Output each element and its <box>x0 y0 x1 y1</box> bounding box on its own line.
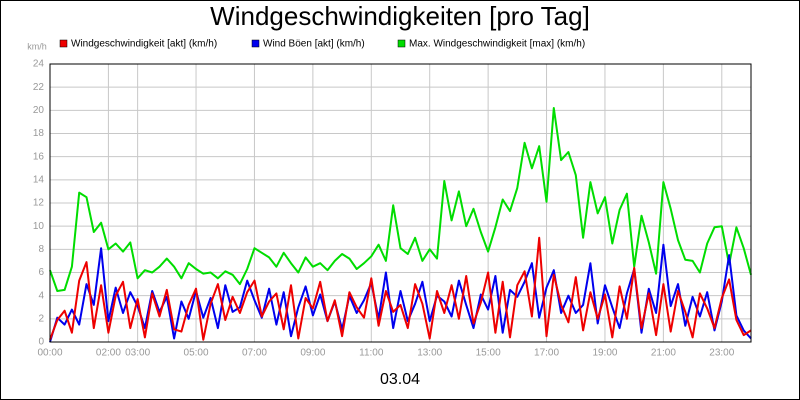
y-tick-label: 24 <box>33 59 45 70</box>
y-tick-label: 0 <box>38 337 44 348</box>
y-axis-label: km/h <box>27 41 47 51</box>
y-tick-label: 4 <box>38 290 44 301</box>
y-tick-label: 22 <box>33 82 45 93</box>
y-tick-label: 20 <box>33 105 45 116</box>
series-line <box>49 236 752 341</box>
x-tick-label: 17:00 <box>534 348 559 359</box>
x-tick-label: 23:00 <box>709 348 734 359</box>
legend-label: Wind Böen [akt] (km/h) <box>263 39 365 50</box>
x-tick-label: 02:00 <box>96 348 121 359</box>
legend-label: Windgeschwindigkeit [akt] (km/h) <box>71 39 217 50</box>
x-tick-label: 00:00 <box>37 348 62 359</box>
x-tick-label: 11:00 <box>359 348 384 359</box>
legend-swatch <box>251 39 260 48</box>
x-tick-label: 19:00 <box>592 348 617 359</box>
y-tick-label: 14 <box>33 174 45 185</box>
legend-label: Max. Windgeschwindigkeit [max] (km/h) <box>409 39 585 50</box>
x-tick-label: 13:00 <box>417 348 442 359</box>
legend-swatch <box>397 39 406 48</box>
y-tick-label: 16 <box>33 151 45 162</box>
x-tick-label: 15:00 <box>476 348 501 359</box>
series-line <box>49 107 752 292</box>
y-tick-label: 8 <box>38 244 44 255</box>
y-tick-label: 12 <box>33 198 45 209</box>
plot-border <box>49 63 752 343</box>
y-tick-label: 18 <box>33 128 45 139</box>
x-tick-label: 03:00 <box>125 348 150 359</box>
x-axis-label: 03.04 <box>380 371 420 388</box>
x-tick-label: 05:00 <box>184 348 209 359</box>
x-tick-label: 07:00 <box>242 348 267 359</box>
chart-title: Windgeschwindigkeiten [pro Tag] <box>210 1 590 31</box>
y-tick-label: 2 <box>38 313 44 324</box>
x-tick-label: 09:00 <box>300 348 325 359</box>
x-tick-label: 21:00 <box>651 348 676 359</box>
y-tick-label: 6 <box>38 267 44 278</box>
y-tick-label: 10 <box>33 221 45 232</box>
legend-swatch <box>59 39 68 48</box>
